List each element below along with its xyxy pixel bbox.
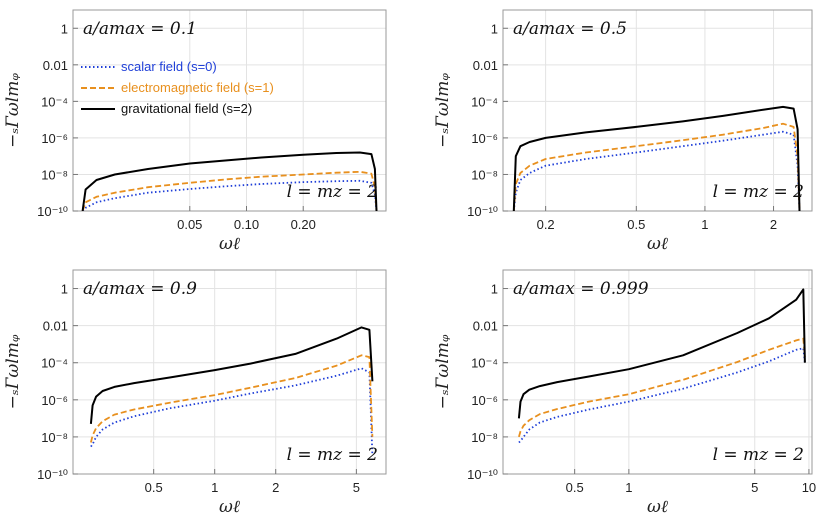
y-tick-label: 10⁻⁸ xyxy=(41,430,68,445)
y-tick-label: 10⁻⁶ xyxy=(41,131,68,146)
y-tick-label: 1 xyxy=(61,21,68,36)
y-tick-label: 0.01 xyxy=(43,319,68,334)
y-tick-label: 0.01 xyxy=(43,58,68,73)
panel-2: 0.2 0.5 1 2 1 0.01 10⁻⁴ 10⁻⁶ 10⁻⁸ 10⁻¹⁰ a/amax = 0… xyxy=(433,9,813,254)
y-tick-label: 10⁻¹⁰ xyxy=(37,204,68,219)
x-tick-label: 0.10 xyxy=(234,217,259,232)
y-tick-label: 10⁻⁶ xyxy=(471,393,498,408)
x-tick-label: 1 xyxy=(625,480,632,495)
y-tick-label: 10⁻⁸ xyxy=(471,430,498,445)
panel-4: 0.5 1 5 10 1 0.01 10⁻⁴ 10⁻⁶ 10⁻⁸ 10⁻¹⁰ a/amax = 0.… xyxy=(433,269,816,517)
series-line-electromagnetic xyxy=(518,337,806,438)
y-axis-label: −ₛΓωlmᵩ xyxy=(3,73,23,148)
panel-3: 0.5 1 2 5 1 0.01 10⁻⁴ 10⁻⁶ 10⁻⁸ 10⁻¹⁰ a/amax = 0.9… xyxy=(3,269,387,517)
series-line-scalar xyxy=(512,130,801,211)
series-line-scalar xyxy=(518,347,806,444)
x-tick-label: 0.05 xyxy=(177,217,202,232)
y-tick-label: 0.01 xyxy=(473,58,498,73)
y-axis-label: −ₛΓωlmᵩ xyxy=(3,334,23,409)
y-axis-label: −ₛΓωlmᵩ xyxy=(433,334,453,409)
panel-annotation: l = mz = 2 xyxy=(713,445,804,465)
x-tick-label: 1 xyxy=(211,480,218,495)
x-tick-label: 2 xyxy=(770,217,777,232)
series-line-electromagnetic xyxy=(81,170,378,211)
y-tick-label: 1 xyxy=(491,282,498,297)
x-tick-label: 1 xyxy=(701,217,708,232)
y-tick-label: 10⁻¹⁰ xyxy=(467,204,498,219)
y-axis-label: −ₛΓωlmᵩ xyxy=(433,73,453,148)
x-tick-label: 0.5 xyxy=(145,480,163,495)
legend-label: gravitational field (s=2) xyxy=(121,101,252,116)
series-line-gravitational xyxy=(517,288,806,419)
panel-1: 0.05 0.10 0.20 1 0.01 10⁻⁴ 10⁻⁶ 10⁻⁸ 10⁻¹⁰ a/amax… xyxy=(3,9,387,254)
y-tick-label: 1 xyxy=(61,282,68,297)
panel-title: a/amax = 0.5 xyxy=(513,19,627,39)
plot-frame xyxy=(502,9,813,212)
x-tick-label: 10 xyxy=(802,480,816,495)
y-tick-label: 10⁻⁴ xyxy=(471,356,498,371)
x-tick-label: 5 xyxy=(353,480,360,495)
x-tick-label: 0.5 xyxy=(566,480,584,495)
y-tick-label: 0.01 xyxy=(473,319,498,334)
legend: scalar field (s=0) electromagnetic field … xyxy=(81,59,274,116)
x-axis-label: ωℓ xyxy=(219,497,240,517)
series-line-gravitational xyxy=(81,151,378,211)
y-tick-label: 10⁻⁸ xyxy=(471,167,498,182)
y-tick-label: 10⁻⁴ xyxy=(471,94,498,109)
panel-annotation: l = mz = 2 xyxy=(287,445,378,465)
series-line-scalar xyxy=(90,367,374,456)
x-axis-label: ωℓ xyxy=(647,234,668,254)
x-tick-label: 5 xyxy=(751,480,758,495)
series-line-electromagnetic xyxy=(90,354,374,443)
x-axis-label: ωℓ xyxy=(647,497,668,517)
y-tick-label: 10⁻⁶ xyxy=(41,393,68,408)
plot-frame xyxy=(72,269,387,475)
x-tick-label: 0.2 xyxy=(537,217,555,232)
legend-label: scalar field (s=0) xyxy=(121,59,217,74)
y-tick-label: 10⁻¹⁰ xyxy=(37,467,68,482)
y-tick-label: 1 xyxy=(491,21,498,36)
y-tick-label: 10⁻¹⁰ xyxy=(467,467,498,482)
y-tick-label: 10⁻⁶ xyxy=(471,131,498,146)
y-tick-label: 10⁻⁴ xyxy=(41,94,68,109)
panel-title: a/amax = 0.999 xyxy=(513,279,649,299)
y-tick-label: 10⁻⁸ xyxy=(41,167,68,182)
panel-annotation: l = mz = 2 xyxy=(713,182,804,202)
x-axis-label: ωℓ xyxy=(219,234,240,254)
plot-frame xyxy=(72,9,387,212)
x-tick-label: 0.20 xyxy=(291,217,316,232)
panel-title: a/amax = 0.9 xyxy=(83,279,197,299)
x-tick-label: 2 xyxy=(272,480,279,495)
legend-label: electromagnetic field (s=1) xyxy=(121,80,274,95)
series-line-electromagnetic xyxy=(512,122,801,211)
x-tick-label: 0.5 xyxy=(627,217,645,232)
series-line-gravitational xyxy=(512,105,801,211)
plot-frame xyxy=(502,269,813,475)
y-tick-label: 10⁻⁴ xyxy=(41,356,68,371)
panel-title: a/amax = 0.1 xyxy=(83,19,197,39)
panel-annotation: l = mz = 2 xyxy=(287,182,378,202)
series-line-gravitational xyxy=(89,326,374,424)
